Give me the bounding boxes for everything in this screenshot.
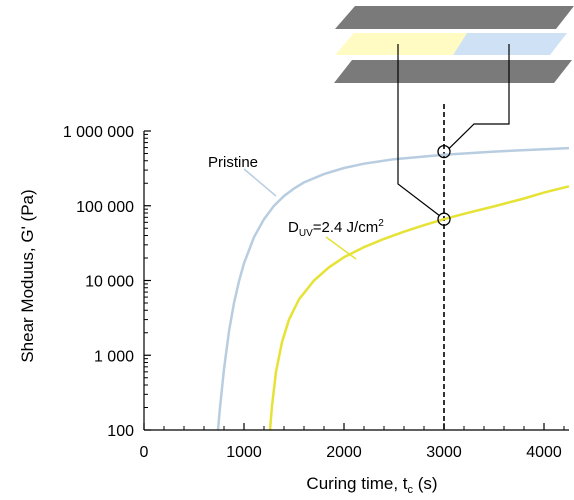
irradiated-sample-region bbox=[335, 33, 467, 55]
x-tick-label: 1000 bbox=[226, 444, 262, 461]
uv-marker bbox=[437, 212, 451, 226]
y-tick-label: 100 000 bbox=[76, 199, 134, 216]
top-plate bbox=[335, 6, 574, 29]
pristine-label-leader bbox=[243, 168, 277, 197]
uv-label-rest: =2.4 J/cm bbox=[313, 219, 378, 236]
pristine-callout-line bbox=[448, 44, 510, 150]
x-tick-label: 2000 bbox=[326, 444, 362, 461]
uv-label-subscript: UV bbox=[299, 228, 313, 239]
uv-label: DUV=2.4 J/cm2 bbox=[288, 218, 384, 239]
sample-schematic bbox=[334, 6, 574, 83]
uv-label-leader bbox=[325, 236, 357, 260]
x-tick-label: 0 bbox=[140, 444, 149, 461]
x-tick-label: 4000 bbox=[526, 444, 562, 461]
x-tick-label: 3000 bbox=[426, 444, 462, 461]
bottom-plate bbox=[334, 60, 572, 83]
pristine-curve bbox=[216, 146, 570, 431]
uv-label-superscript: 2 bbox=[378, 218, 384, 229]
y-axis-title: Shear Moduus, G' (Pa) bbox=[18, 189, 37, 362]
y-tick-label: 1 000 bbox=[94, 348, 134, 365]
x-axis-title-unit: (s) bbox=[413, 474, 438, 493]
x-axis-title: Curing time, tc (s) bbox=[306, 474, 437, 496]
uv-irradiated-curve bbox=[268, 185, 570, 431]
y-tick-label: 1 000 000 bbox=[63, 124, 134, 141]
pristine-marker bbox=[437, 144, 451, 159]
uv-callout-line bbox=[397, 44, 440, 216]
x-axis-title-subscript: c bbox=[408, 484, 414, 496]
y-tick-label: 100 bbox=[107, 423, 134, 440]
uv-label-main: D bbox=[288, 219, 299, 236]
y-tick-label: 10 000 bbox=[85, 274, 134, 291]
x-axis-title-main: Curing time, t bbox=[306, 474, 407, 493]
axis-ticks: 100 1 000 10 000 100 000 1 000 000 0 1000 2000 3… bbox=[63, 124, 565, 461]
pristine-label: Pristine bbox=[208, 154, 258, 171]
pristine-sample-region bbox=[453, 33, 567, 55]
